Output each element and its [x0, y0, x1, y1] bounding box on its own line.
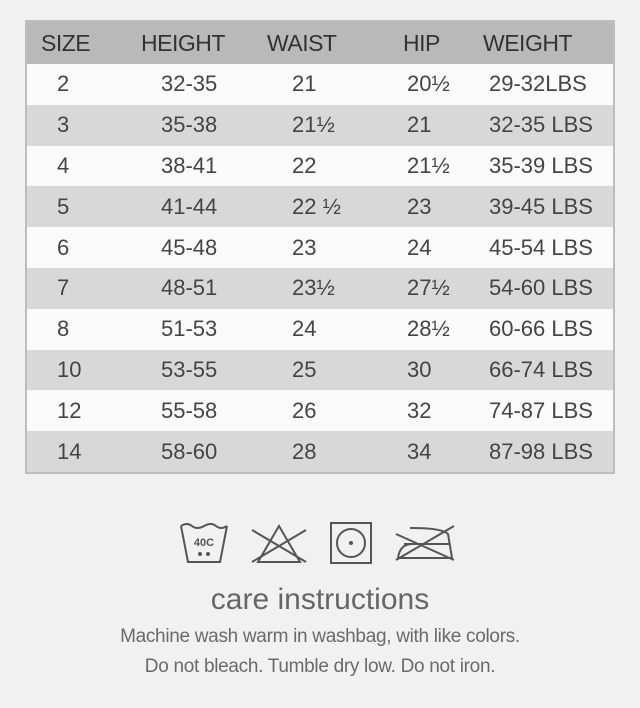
table-header: SIZE HEIGHT WAIST HIP WEIGHT	[27, 22, 613, 64]
cell-hip: 23	[407, 193, 432, 219]
cell-weight: 54-60 LBS	[489, 275, 593, 301]
table-row: 8 51-53 24 28½ 60-66 LBS	[27, 309, 613, 350]
table-row: 3 35-38 21½ 21 32-35 LBS	[27, 104, 613, 146]
cell-size: 6	[57, 234, 70, 260]
header-height: HEIGHT	[141, 29, 225, 56]
cell-hip: 34	[407, 438, 432, 464]
tumble-dry-low-icon	[330, 522, 372, 564]
care-title: care instructions	[210, 583, 430, 616]
table-row: 4 38-41 22 21½ 35-39 LBS	[27, 146, 613, 187]
size-chart-table: SIZE HEIGHT WAIST HIP WEIGHT 2 32-35 21 20½…	[25, 20, 615, 474]
table-row: 7 48-51 23½ 27½ 54-60 LBS	[27, 267, 613, 309]
cell-height: 48-51	[161, 275, 218, 301]
cell-size: 5	[57, 193, 70, 219]
cell-waist: 23	[292, 234, 317, 260]
cell-waist: 21	[292, 71, 317, 97]
cell-waist: 22 ½	[292, 193, 341, 219]
cell-height: 51-53	[161, 316, 218, 342]
care-icons: 40C	[178, 520, 458, 566]
care-line-2: Do not bleach. Tumble dry low. Do not ir…	[144, 656, 496, 677]
cell-waist: 21½	[292, 112, 335, 138]
cell-weight: 74-87 LBS	[489, 397, 593, 423]
cell-waist: 28	[292, 438, 317, 464]
cell-hip: 30	[407, 356, 432, 382]
cell-weight: 87-98 LBS	[489, 438, 593, 464]
cell-waist: 23½	[292, 275, 335, 301]
cell-size: 10	[57, 356, 82, 382]
cell-hip: 28½	[407, 316, 450, 342]
cell-weight: 66-74 LBS	[489, 356, 593, 382]
header-waist: WAIST	[267, 29, 337, 56]
header-weight: WEIGHT	[483, 29, 573, 56]
cell-hip: 20½	[407, 71, 450, 97]
cell-height: 35-38	[161, 112, 218, 138]
cell-size: 14	[57, 438, 82, 464]
table-row: 10 53-55 25 30 66-74 LBS	[27, 349, 613, 391]
cell-size: 12	[57, 397, 82, 423]
do-not-bleach-icon	[251, 524, 307, 563]
table-row: 5 41-44 22 ½ 23 39-45 LBS	[27, 186, 613, 228]
cell-waist: 26	[292, 397, 317, 423]
cell-size: 4	[57, 152, 70, 178]
cell-waist: 22	[292, 152, 317, 178]
table-row: 12 55-58 26 32 74-87 LBS	[27, 390, 613, 431]
cell-hip: 32	[407, 397, 432, 423]
cell-waist: 25	[292, 356, 317, 382]
cell-weight: 39-45 LBS	[489, 193, 593, 219]
cell-size: 3	[57, 112, 70, 138]
cell-height: 38-41	[161, 152, 218, 178]
cell-height: 53-55	[161, 356, 218, 382]
cell-waist: 24	[292, 316, 317, 342]
cell-hip: 21½	[407, 152, 450, 178]
table-row: 6 45-48 23 24 45-54 LBS	[27, 227, 613, 268]
cell-weight: 45-54 LBS	[489, 234, 593, 260]
wash-temp: 40C	[194, 537, 214, 549]
table-row: 2 32-35 21 20½ 29-32LBS	[27, 64, 613, 105]
cell-size: 7	[57, 275, 70, 301]
care-line-1: Machine wash warm in washbag, with like …	[120, 626, 520, 647]
cell-height: 58-60	[161, 438, 218, 464]
cell-height: 55-58	[161, 397, 218, 423]
header-hip: HIP	[403, 29, 440, 56]
cell-size: 8	[57, 316, 70, 342]
do-not-iron-icon	[395, 525, 455, 561]
cell-height: 45-48	[161, 234, 218, 260]
cell-hip: 24	[407, 234, 432, 260]
wash-40c-icon: 40C	[180, 523, 228, 563]
cell-weight: 60-66 LBS	[489, 316, 593, 342]
table-row: 14 58-60 28 34 87-98 LBS	[27, 431, 613, 472]
cell-weight: 29-32LBS	[489, 71, 587, 97]
cell-hip: 21	[407, 112, 432, 138]
cell-weight: 35-39 LBS	[489, 152, 593, 178]
cell-hip: 27½	[407, 275, 450, 301]
header-size: SIZE	[41, 29, 91, 56]
cell-height: 41-44	[161, 193, 218, 219]
cell-weight: 32-35 LBS	[489, 112, 593, 138]
cell-height: 32-35	[161, 71, 218, 97]
cell-size: 2	[57, 71, 70, 97]
